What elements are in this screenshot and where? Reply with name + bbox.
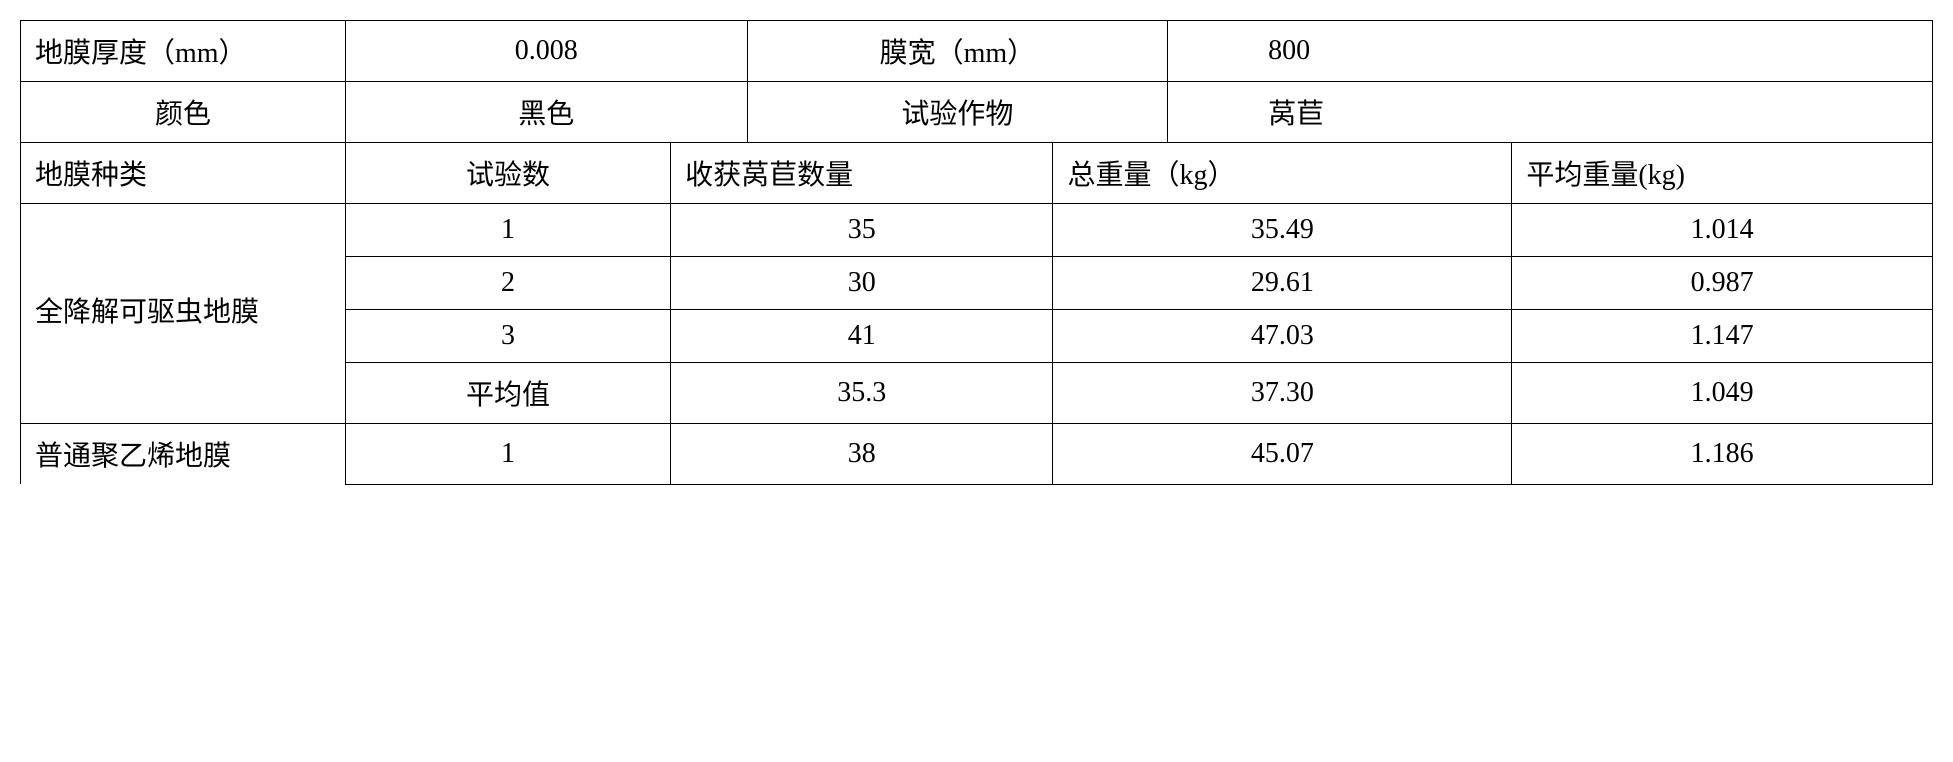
width-value: 800 [1168, 21, 1933, 82]
cell-count: 35.3 [671, 363, 1053, 424]
cell-avg: 1.014 [1512, 204, 1933, 257]
cell-count: 35 [671, 204, 1053, 257]
cell-total: 37.30 [1053, 363, 1512, 424]
cell-total: 35.49 [1053, 204, 1512, 257]
cell-total: 29.61 [1053, 257, 1512, 310]
group-name: 全降解可驱虫地膜 [21, 204, 346, 424]
cell-count: 38 [671, 424, 1053, 485]
thickness-value: 0.008 [346, 21, 748, 82]
thickness-label: 地膜厚度（mm） [21, 21, 346, 82]
color-value: 黑色 [346, 82, 748, 143]
meta-row-1: 地膜厚度（mm） 0.008 膜宽（mm） 800 [21, 21, 1933, 82]
cell-trial: 1 [346, 424, 671, 485]
col-avg: 平均重量(kg) [1512, 143, 1933, 204]
cell-trial: 2 [346, 257, 671, 310]
cell-avg: 1.186 [1512, 424, 1933, 485]
color-label: 颜色 [21, 82, 346, 143]
cell-avg: 1.049 [1512, 363, 1933, 424]
cell-avg: 0.987 [1512, 257, 1933, 310]
col-type: 地膜种类 [21, 143, 346, 204]
column-header-row: 地膜种类 试验数 收获莴苣数量 总重量（kg） 平均重量(kg) [21, 143, 1933, 204]
width-label: 膜宽（mm） [747, 21, 1168, 82]
cell-trial: 1 [346, 204, 671, 257]
cell-count: 41 [671, 310, 1053, 363]
col-trial: 试验数 [346, 143, 671, 204]
cell-count: 30 [671, 257, 1053, 310]
col-total: 总重量（kg） [1053, 143, 1512, 204]
cell-avg: 1.147 [1512, 310, 1933, 363]
cell-trial: 3 [346, 310, 671, 363]
group-name: 普通聚乙烯地膜 [21, 424, 346, 485]
crop-label: 试验作物 [747, 82, 1168, 143]
cell-total: 45.07 [1053, 424, 1512, 485]
table-row: 全降解可驱虫地膜 1 35 35.49 1.014 [21, 204, 1933, 257]
cell-trial: 平均值 [346, 363, 671, 424]
data-table: 地膜厚度（mm） 0.008 膜宽（mm） 800 颜色 黑色 试验作物 莴苣 … [20, 20, 1933, 485]
cell-total: 47.03 [1053, 310, 1512, 363]
table-row: 普通聚乙烯地膜 1 38 45.07 1.186 [21, 424, 1933, 485]
crop-value: 莴苣 [1168, 82, 1933, 143]
col-count: 收获莴苣数量 [671, 143, 1053, 204]
meta-row-2: 颜色 黑色 试验作物 莴苣 [21, 82, 1933, 143]
